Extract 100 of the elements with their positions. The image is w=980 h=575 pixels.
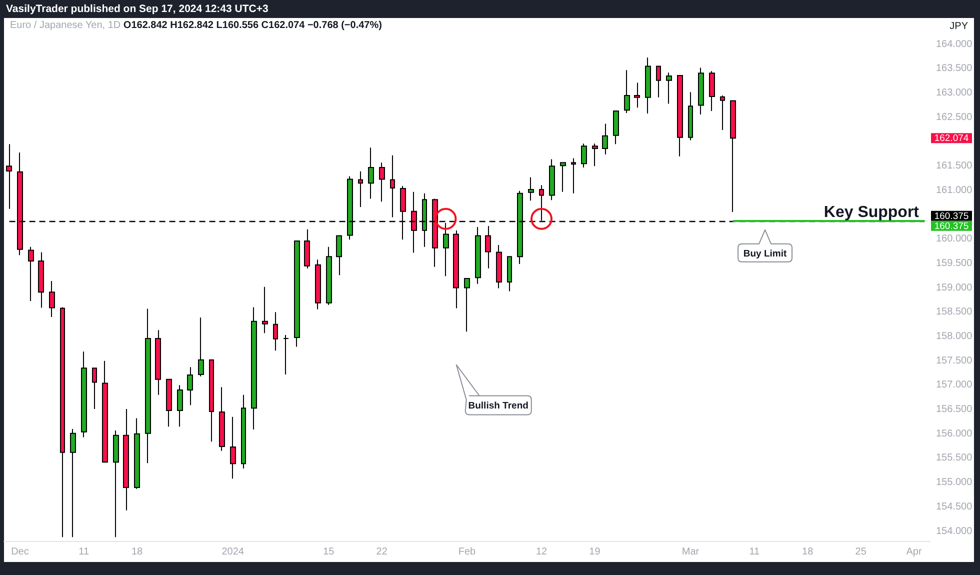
y-tick-label: 157.500 — [936, 355, 973, 366]
candlestick — [70, 428, 76, 538]
x-tick-label: Mar — [682, 546, 700, 558]
candlestick — [709, 70, 715, 112]
y-tick-label: 164.000 — [936, 38, 973, 50]
candlestick — [134, 418, 140, 490]
x-tick-label: 2024 — [222, 546, 244, 558]
y-tick-label: 163.000 — [936, 88, 973, 99]
candlestick — [6, 144, 12, 210]
y-tick-label: 163.500 — [936, 63, 973, 74]
y-tick-label: 156.500 — [936, 404, 973, 416]
y-tick-label: 155.500 — [936, 452, 973, 464]
y-tick-label: 161.000 — [936, 184, 973, 196]
candlestick — [326, 246, 332, 306]
candlestick — [187, 366, 193, 406]
candlestick — [304, 228, 310, 269]
annotation: Buy Limit — [743, 248, 788, 260]
candlestick — [336, 235, 342, 276]
candlestick — [294, 240, 300, 348]
candlestick — [166, 378, 172, 428]
candlestick — [581, 143, 587, 168]
candlestick — [92, 368, 97, 410]
candlestick — [475, 226, 481, 284]
candlestick — [730, 100, 736, 213]
y-axis-title: JPY — [950, 21, 968, 32]
annotation: Bullish Trend — [468, 400, 529, 412]
x-tick-label: Feb — [458, 546, 476, 558]
candlestick — [720, 94, 725, 131]
y-tick-label: 156.000 — [936, 428, 973, 440]
candlestick — [230, 416, 236, 480]
candlestick — [560, 162, 566, 192]
y-tick-label: 161.500 — [936, 160, 973, 172]
candlestick — [219, 386, 225, 452]
candlestick — [262, 286, 268, 334]
candlestick — [666, 72, 672, 104]
candlestick — [81, 351, 87, 438]
candlestick — [656, 66, 661, 98]
y-tick-label: 154.500 — [936, 501, 973, 512]
candlestick — [177, 384, 183, 428]
candlestick — [368, 147, 374, 200]
y-tick-label: 158.500 — [936, 306, 973, 318]
candlestick — [613, 110, 619, 145]
candlestick — [698, 67, 704, 115]
candlestick — [507, 256, 512, 292]
candlestick — [677, 75, 683, 157]
x-tick-label: 15 — [323, 546, 335, 558]
y-tick-label: 162.500 — [936, 112, 973, 123]
x-tick-label: Apr — [906, 546, 922, 558]
candlestick — [571, 158, 576, 194]
candlestick — [624, 70, 630, 114]
candlestick — [315, 259, 321, 310]
x-tick-label: 18 — [802, 546, 814, 558]
x-tick-label: 19 — [589, 546, 601, 558]
candlestick — [528, 176, 534, 202]
annotation: Key Support — [824, 204, 920, 221]
candlestick — [209, 359, 214, 442]
candlestick — [251, 306, 257, 430]
x-tick-label: 11 — [749, 546, 760, 558]
candlestick — [273, 312, 278, 352]
x-tick-label: 22 — [376, 546, 388, 558]
x-tick-label: 18 — [131, 546, 144, 558]
candlestick — [358, 170, 363, 208]
candlestick — [123, 408, 129, 511]
x-tick-label: 11 — [78, 546, 90, 558]
y-tick-label: 158.000 — [936, 330, 973, 342]
candlestick — [38, 252, 44, 308]
candlestick — [485, 225, 491, 269]
ref-line-label: 160.375 — [934, 210, 969, 222]
candlestick — [549, 158, 555, 201]
candlestick — [113, 430, 119, 538]
x-tick-label: 12 — [536, 546, 548, 558]
y-tick-label: 154.000 — [936, 526, 973, 537]
candlestick — [155, 330, 161, 396]
candlestick — [102, 360, 108, 463]
text: VasilyTrader published on Sep 17, 2024 12:43 UTC+3 — [6, 3, 268, 15]
candlestick — [283, 334, 289, 375]
candlestick — [28, 246, 34, 302]
annotation: O162.842 H162.842 L160.556 C162.074 −0.768 (−0.47%) — [123, 20, 382, 31]
y-tick-label: 160.000 — [936, 234, 973, 245]
ref-line-label: 160.375 — [934, 220, 969, 232]
candlestick — [592, 143, 598, 167]
candlestick — [49, 280, 55, 318]
x-tick-label: Dec — [11, 546, 29, 558]
candlestick — [634, 82, 640, 108]
candlestick — [198, 317, 204, 377]
y-tick-label: 159.000 — [936, 282, 973, 294]
candlestick — [60, 306, 65, 538]
candlestick — [390, 154, 395, 218]
candlestick — [602, 123, 608, 155]
candlestick — [645, 56, 651, 114]
y-tick-label: 159.500 — [936, 258, 973, 269]
candlestick — [496, 244, 502, 289]
candlestick — [464, 278, 470, 332]
candlestick — [145, 308, 151, 464]
y-tick-label: 155.000 — [936, 477, 973, 488]
candlestick — [379, 162, 385, 202]
x-tick-label: 25 — [855, 546, 867, 558]
candlestick — [241, 394, 246, 469]
candlestick — [688, 92, 693, 141]
y-tick-label: 157.000 — [936, 380, 973, 391]
